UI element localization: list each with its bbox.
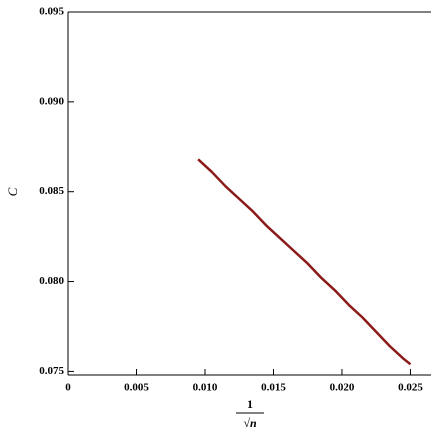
y-axis-label: C (5, 187, 20, 196)
x-tick-label: 0 (65, 382, 71, 394)
x-label-denominator: √n (243, 416, 257, 430)
y-tick-label: 0.075 (39, 365, 64, 377)
x-tick-label: 0.020 (330, 382, 355, 394)
x-tick-label: 0.025 (398, 382, 423, 394)
y-tick-label: 0.095 (39, 6, 64, 18)
y-tick-label: 0.090 (39, 95, 64, 107)
y-tick-label: 0.085 (39, 185, 64, 197)
x-tick-label: 0.015 (261, 382, 286, 394)
x-tick-label: 0.010 (193, 382, 218, 394)
data-line (197, 158, 412, 366)
x-label-numerator: 1 (247, 397, 253, 411)
x-tick-label: 0.005 (124, 382, 149, 394)
y-tick-label: 0.080 (39, 275, 64, 287)
